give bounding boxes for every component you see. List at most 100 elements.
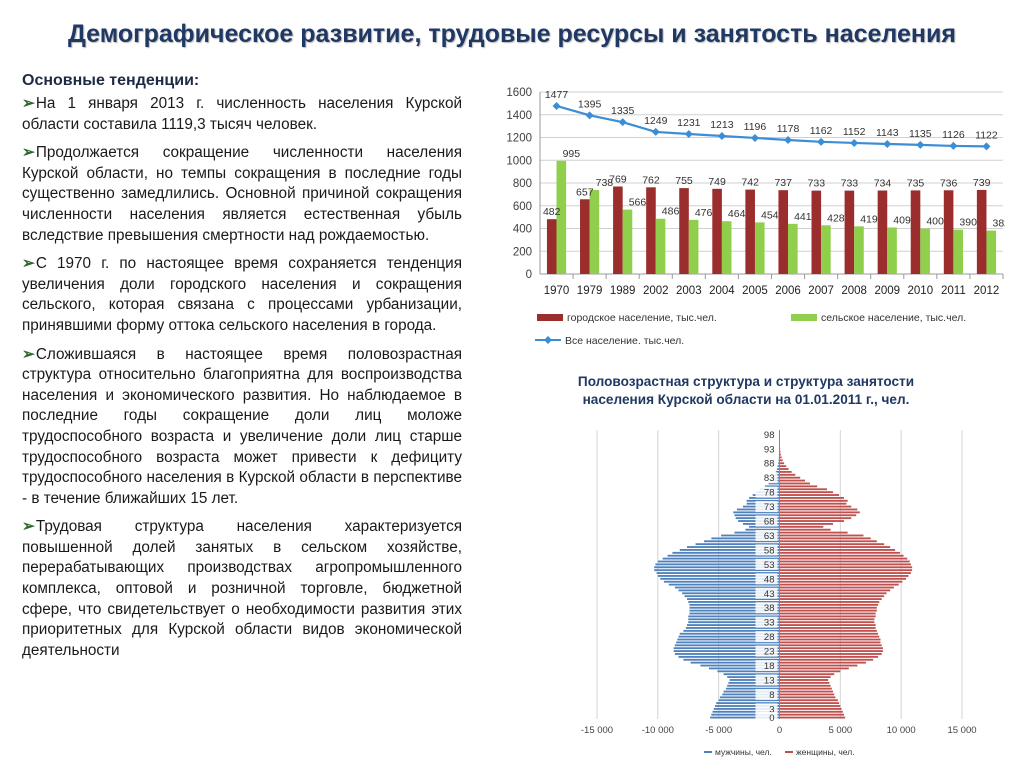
female-bar <box>779 491 834 494</box>
female-bar <box>779 473 796 476</box>
age-tick-label: 63 <box>764 531 775 542</box>
urban-data-label: 769 <box>609 174 627 186</box>
total-point-marker <box>684 129 693 138</box>
section-heading: Основные тенденции: <box>22 72 200 89</box>
female-bar <box>779 551 900 554</box>
age-tick-label: 13 <box>764 675 775 686</box>
female-bar <box>779 543 885 546</box>
total-point-marker <box>717 132 726 141</box>
female-bar <box>779 476 801 479</box>
male-bar <box>684 595 780 598</box>
total-data-label: 1249 <box>644 115 668 127</box>
female-bar <box>779 609 877 612</box>
population-bar-chart: 0 200 400 600 800 1000 1200 1400 1600 482 995 1970 6… <box>506 87 1005 347</box>
age-label-bg <box>755 486 778 498</box>
male-bar <box>689 612 780 615</box>
female-bar <box>779 595 885 598</box>
y-tick-label: 200 <box>513 246 532 258</box>
female-bar <box>779 621 875 624</box>
male-bar <box>713 707 780 710</box>
urban-data-label: 733 <box>841 178 859 190</box>
total-data-label: 1143 <box>876 127 899 139</box>
total-data-label: 1213 <box>710 119 734 131</box>
female-bar <box>779 508 858 511</box>
female-bar <box>779 664 858 667</box>
male-bar <box>688 601 780 603</box>
legend-urban-swatch <box>537 314 563 321</box>
female-bar <box>779 462 785 465</box>
female-bar <box>779 618 875 621</box>
male-bar <box>718 699 780 702</box>
male-bar <box>689 603 780 606</box>
legend-male-label: мужчины, чел. <box>715 747 772 757</box>
female-bar <box>779 716 846 719</box>
female-bar <box>779 560 910 563</box>
x-tick-label: 2007 <box>808 285 834 297</box>
x-tick-label: 2005 <box>742 285 768 297</box>
total-data-label: 1135 <box>909 128 932 140</box>
age-label-bg <box>755 616 778 628</box>
age-tick-label: 98 <box>764 430 775 441</box>
age-tick-label: 68 <box>764 517 775 528</box>
bullet-item: ➢Сложившаяся в настоящее время половозра… <box>22 345 462 510</box>
female-bar <box>779 496 844 499</box>
male-bar <box>716 702 780 705</box>
rural-data-label: 995 <box>563 148 581 160</box>
male-bar <box>749 525 780 528</box>
age-tick-label: 88 <box>764 459 775 470</box>
male-bar <box>776 468 780 470</box>
male-bar <box>678 655 780 658</box>
legend-rural-label: сельское население, тыс.чел. <box>821 312 966 324</box>
legend-total-label: Все население. тыс.чел. <box>565 335 684 347</box>
female-bar <box>779 511 860 514</box>
urban-data-label: 755 <box>675 175 693 187</box>
total-point-marker <box>949 141 958 150</box>
pyramid-title: Половозрастная структура и структура зан… <box>577 374 915 407</box>
female-bar <box>779 546 891 548</box>
age-tick-label: 33 <box>764 618 775 629</box>
total-point-marker <box>982 142 991 151</box>
total-point-marker <box>784 136 793 145</box>
male-bar <box>677 638 780 641</box>
female-bar <box>779 676 831 679</box>
rural-bar <box>821 225 831 274</box>
age-tick-label: 83 <box>764 473 775 484</box>
legend-total-marker <box>544 336 552 344</box>
female-bar <box>779 488 827 491</box>
legend-rural-swatch <box>791 314 817 321</box>
age-tick-label: 28 <box>764 632 775 643</box>
age-label-bg <box>755 558 778 570</box>
x-tick-label: 0 <box>777 725 782 736</box>
male-bar <box>728 681 780 684</box>
female-bar <box>779 713 844 716</box>
male-bar <box>687 624 780 626</box>
male-bar <box>657 575 780 577</box>
rural-data-label: 441 <box>794 211 812 223</box>
female-bar <box>779 459 783 462</box>
female-bar <box>779 537 871 540</box>
female-bar <box>779 670 841 673</box>
age-tick-label: 18 <box>764 661 775 672</box>
bullet-text: На 1 января 2013 г. численность населени… <box>22 95 462 133</box>
male-bar <box>723 690 780 693</box>
female-bar <box>779 667 849 670</box>
total-data-label: 1395 <box>578 98 602 110</box>
female-bar <box>779 710 843 713</box>
male-bar <box>768 482 780 485</box>
male-bar <box>654 569 780 572</box>
male-bar <box>674 653 780 655</box>
urban-bar <box>778 190 789 274</box>
total-point-marker <box>552 101 561 110</box>
urban-data-label: 657 <box>576 186 594 198</box>
legend-female-label: женщины, чел. <box>796 747 855 757</box>
x-tick-label: 2002 <box>643 285 669 297</box>
bullet-text: Сложившаяся в настоящее время половозрас… <box>22 345 462 507</box>
total-point-marker <box>750 133 759 142</box>
x-tick-label: 1979 <box>577 285 603 297</box>
female-bar <box>779 485 818 488</box>
total-point-marker <box>585 111 594 120</box>
male-bar <box>688 615 780 618</box>
female-bar <box>779 641 881 644</box>
total-data-label: 1152 <box>843 126 866 138</box>
rural-data-label: 409 <box>893 214 911 226</box>
